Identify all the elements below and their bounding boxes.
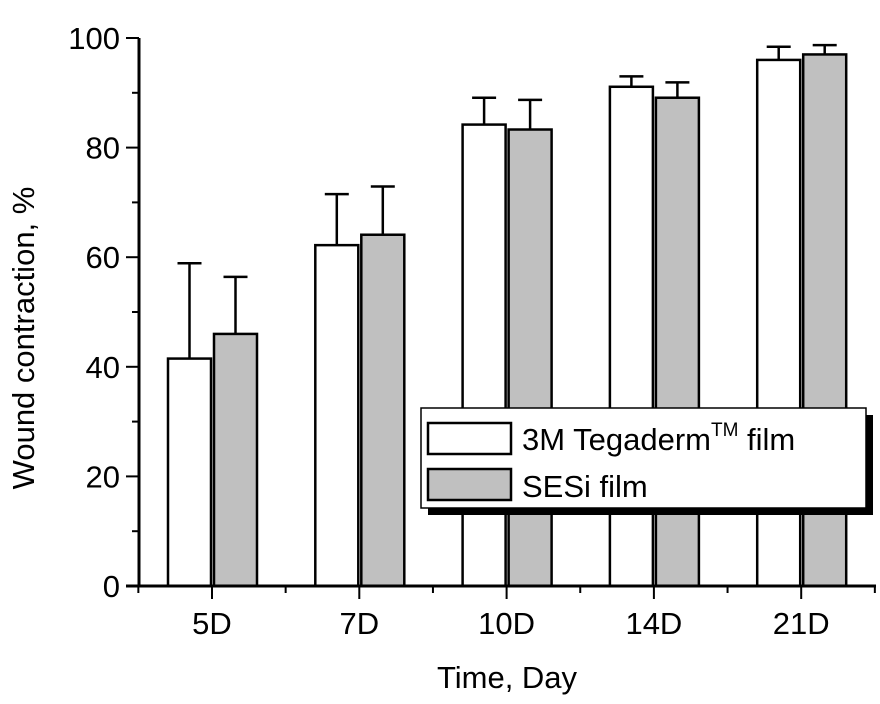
bar-sesi bbox=[507, 128, 553, 588]
x-tick-label: 21D bbox=[773, 606, 830, 641]
y-tick-label: 60 bbox=[86, 240, 120, 275]
x-ticks: 5D 7D 10D 14D 21D bbox=[137, 586, 876, 641]
legend-label-tegaderm-tail: film bbox=[738, 422, 795, 457]
legend-label-tegaderm-main: 3M Tegaderm bbox=[522, 422, 711, 457]
y-axis-title: Wound contraction, % bbox=[6, 187, 41, 490]
legend-swatch-sesi bbox=[426, 467, 513, 502]
legend: 3M TegadermTM film SESi film bbox=[420, 407, 873, 515]
legend-label-sesi: SESi film bbox=[522, 469, 648, 504]
y-tick-label: 40 bbox=[86, 350, 120, 385]
bar-tegaderm bbox=[166, 357, 213, 588]
legend-label-tegaderm-sup: TM bbox=[711, 420, 738, 441]
legend-label-tegaderm: 3M TegadermTM film bbox=[522, 420, 795, 457]
y-tick-label: 100 bbox=[68, 21, 120, 56]
x-tick-label: 10D bbox=[478, 606, 535, 641]
y-ticks: 0 20 40 60 80 100 bbox=[68, 21, 139, 604]
x-tick-label: 14D bbox=[625, 606, 682, 641]
x-axis-title: Time, Day bbox=[437, 660, 578, 695]
y-tick-label: 80 bbox=[86, 131, 120, 166]
x-tick-label: 7D bbox=[339, 606, 379, 641]
bar-sesi bbox=[212, 332, 259, 588]
x-tick-label: 5D bbox=[192, 606, 232, 641]
bar-sesi bbox=[360, 233, 406, 588]
bar-tegaderm bbox=[314, 243, 360, 588]
legend-swatch-tegaderm bbox=[426, 421, 513, 456]
y-tick-label: 0 bbox=[103, 569, 120, 604]
y-tick-label: 20 bbox=[86, 459, 120, 494]
bar-tegaderm bbox=[461, 123, 507, 588]
